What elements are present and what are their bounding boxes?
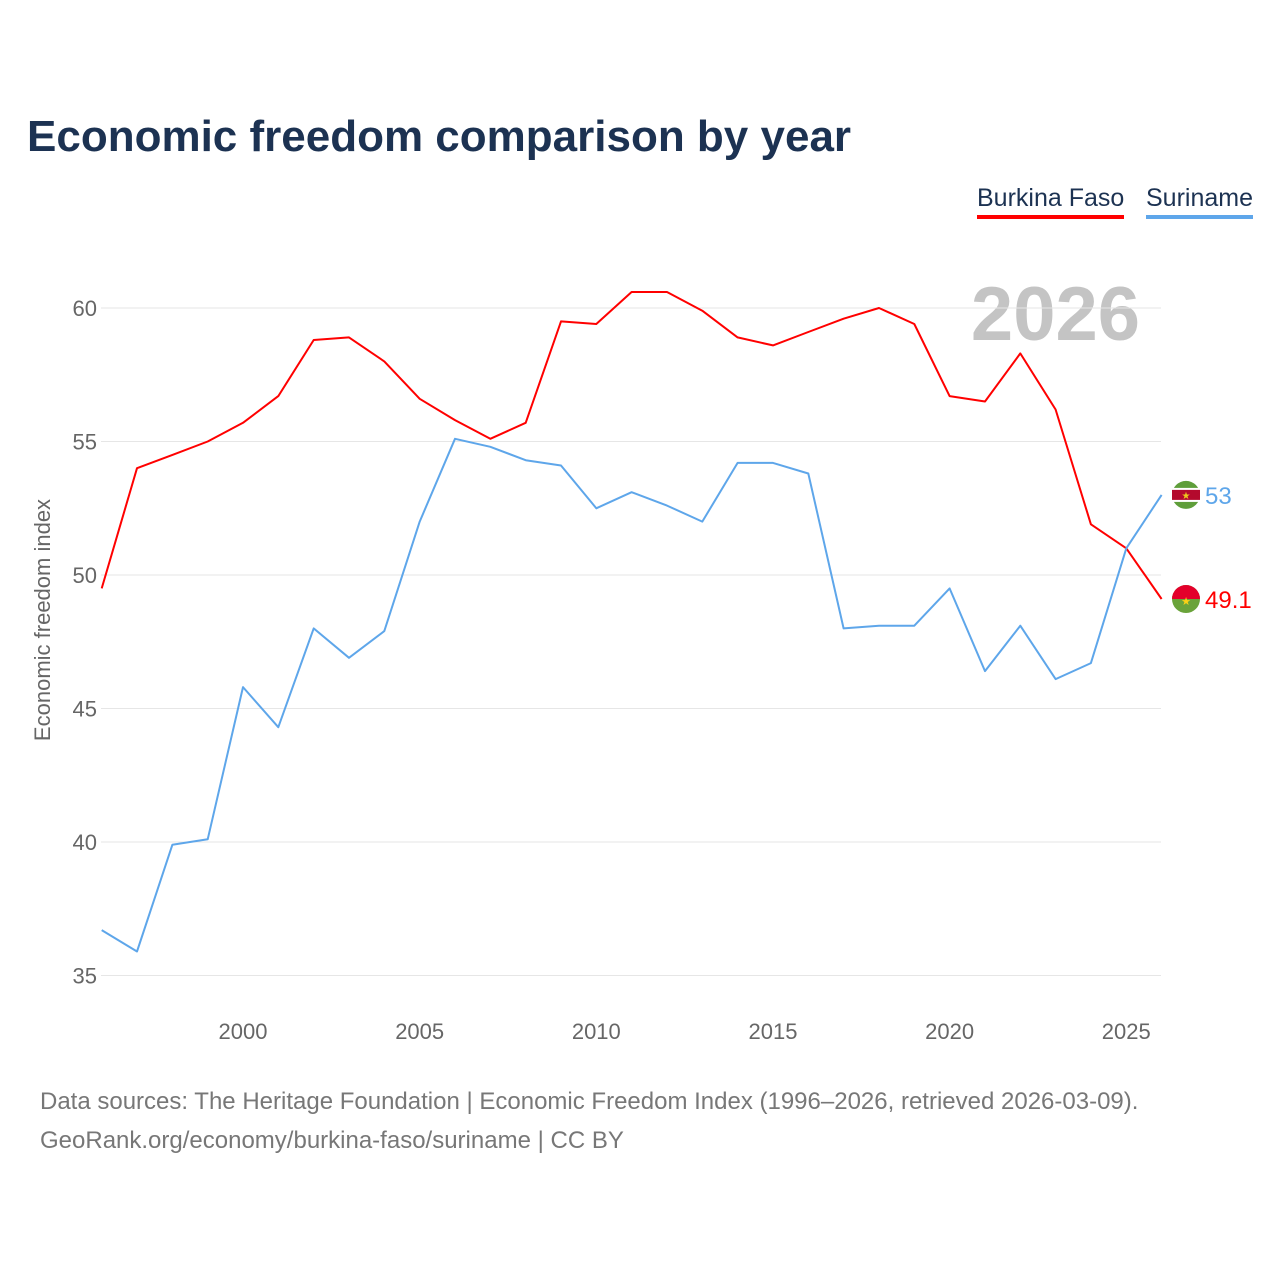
- y-tick-label: 45: [73, 697, 97, 722]
- y-tick-label: 60: [73, 296, 97, 321]
- x-tick-label: 2020: [925, 1019, 974, 1044]
- series-line-burkina-faso: [100, 291, 1163, 600]
- y-tick-label: 50: [73, 563, 97, 588]
- y-axis-label: Economic freedom index: [30, 499, 55, 741]
- flag-star-icon: ★: [1181, 596, 1191, 608]
- legend-suriname[interactable]: Suriname: [1146, 184, 1253, 219]
- x-tick-label: 2025: [1102, 1019, 1151, 1044]
- x-tick-label: 2010: [572, 1019, 621, 1044]
- x-tick-label: 2000: [219, 1019, 268, 1044]
- series-line-suriname: [101, 437, 1163, 953]
- x-tick-label: 2005: [395, 1019, 444, 1044]
- chart-title: Economic freedom comparison by year: [27, 112, 852, 161]
- x-tick-label: 2015: [748, 1019, 797, 1044]
- flag-star-icon: ★: [1182, 491, 1191, 502]
- y-tick-label: 55: [73, 430, 97, 455]
- flag-suriname-icon: [1172, 489, 1200, 500]
- y-tick-label: 35: [73, 964, 97, 989]
- footer-link[interactable]: GeoRank.org/economy/burkina-faso/surinam…: [40, 1127, 624, 1154]
- flag-burkina-faso-icon: [1172, 585, 1200, 600]
- legend-burkina-faso[interactable]: Burkina Faso: [977, 184, 1125, 219]
- end-value-label-burkina-faso: 49.1: [1205, 587, 1252, 614]
- y-tick-label: 40: [73, 830, 97, 855]
- end-value-label-suriname: 53: [1205, 483, 1232, 510]
- footer-sources: Data sources: The Heritage Foundation | …: [40, 1088, 1139, 1115]
- year-watermark: 2026: [971, 272, 1140, 357]
